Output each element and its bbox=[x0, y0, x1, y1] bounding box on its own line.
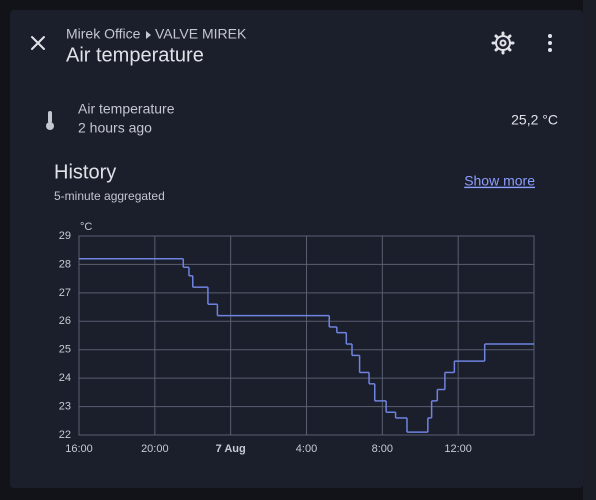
x-tick-label: 7 Aug bbox=[216, 443, 246, 455]
y-tick-label: 23 bbox=[59, 400, 71, 412]
breadcrumb-separator bbox=[146, 31, 151, 39]
history-title: History bbox=[54, 161, 116, 183]
x-tick-label: 4:00 bbox=[296, 443, 317, 455]
history-subtitle: 5-minute aggregated bbox=[54, 189, 165, 203]
dialog-title: Air temperature bbox=[66, 44, 204, 66]
y-tick-label: 28 bbox=[59, 258, 71, 270]
entity-name: Air temperature bbox=[78, 101, 175, 117]
breadcrumb-device: VALVE MIREK bbox=[155, 26, 247, 42]
y-tick-label: 24 bbox=[59, 372, 71, 384]
thermometer-icon bbox=[46, 111, 54, 130]
show-more-link[interactable]: Show more bbox=[464, 173, 535, 189]
close-button[interactable] bbox=[31, 36, 45, 50]
entity-last-changed: 2 hours ago bbox=[78, 120, 152, 136]
dialog bbox=[10, 10, 583, 488]
entity-state: 25,2 °C bbox=[511, 112, 558, 128]
x-tick-label: 20:00 bbox=[141, 443, 169, 455]
x-tick-label: 16:00 bbox=[65, 443, 93, 455]
y-tick-label: 27 bbox=[59, 287, 71, 299]
background-panel bbox=[583, 0, 596, 500]
y-tick-label: 29 bbox=[59, 230, 71, 242]
y-tick-label: 26 bbox=[59, 315, 71, 327]
more-menu-button[interactable] bbox=[548, 34, 552, 52]
y-tick-label: 22 bbox=[59, 429, 71, 441]
y-unit-label: °C bbox=[80, 221, 92, 233]
breadcrumb-area: Mirek Office bbox=[66, 26, 141, 42]
settings-button[interactable] bbox=[491, 31, 515, 55]
history-chart: 22 23 24 25 26 27 28 29 16:00 20:00 7 Aug 4:00 8:00 1… bbox=[59, 230, 535, 455]
y-tick-label: 25 bbox=[59, 344, 71, 356]
x-tick-label: 12:00 bbox=[444, 443, 472, 455]
x-tick-label: 8:00 bbox=[372, 443, 393, 455]
